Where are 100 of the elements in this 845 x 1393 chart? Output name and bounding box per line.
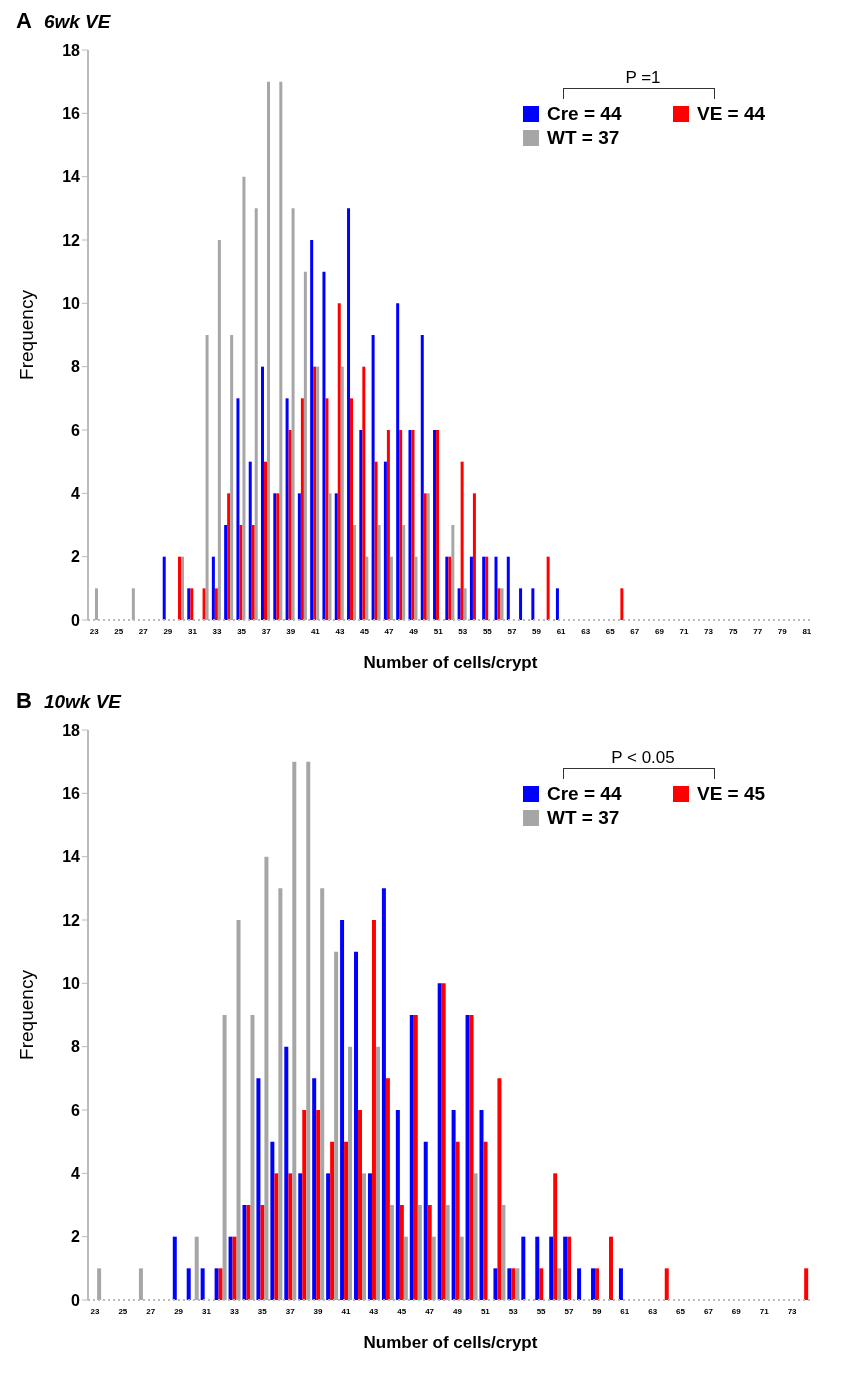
x-tick-label: 67 (703, 1306, 714, 1316)
bar (214, 1268, 219, 1300)
x-tick-label: 67 (630, 626, 640, 636)
bar (409, 1015, 414, 1300)
y-tick-label: 18 (62, 41, 81, 59)
bar (620, 588, 624, 620)
bar (469, 1015, 474, 1300)
bar (251, 525, 255, 620)
y-tick-label: 10 (62, 295, 81, 313)
bar (334, 951, 339, 1300)
bar (334, 493, 338, 620)
bar (344, 1141, 349, 1300)
bar (479, 1110, 484, 1300)
bar (261, 366, 265, 620)
chart-title: B 10wk VE (16, 688, 121, 713)
bar (451, 525, 455, 620)
bar (455, 1141, 460, 1300)
bar (97, 1268, 102, 1300)
bar (348, 1046, 353, 1300)
x-tick-label: 29 (163, 626, 173, 636)
bar (460, 461, 464, 620)
x-tick-label: 59 (532, 626, 542, 636)
bar (186, 1268, 191, 1300)
x-tick-label: 63 (648, 1306, 658, 1316)
y-tick-label: 2 (71, 548, 81, 566)
y-axis-title: Frequency (15, 969, 37, 1060)
x-tick-label: 77 (753, 626, 763, 636)
x-tick-label: 49 (453, 1306, 463, 1316)
bar (451, 1110, 456, 1300)
bar (228, 1236, 233, 1300)
bar (539, 1268, 544, 1300)
x-tick-label: 53 (508, 1306, 519, 1316)
x-tick-label: 23 (89, 626, 100, 636)
y-tick-label: 14 (62, 168, 81, 186)
bar (403, 1236, 408, 1300)
bar (371, 335, 375, 620)
x-tick-label: 51 (433, 626, 444, 636)
bar (386, 430, 390, 620)
bar (172, 1236, 177, 1300)
x-tick-label: 55 (482, 626, 493, 636)
legend-label: WT = 37 (547, 807, 620, 829)
annotation: P < 0.05 (610, 748, 676, 768)
bar (94, 588, 98, 620)
y-axis-title: Frequency (15, 289, 37, 380)
bar (413, 1015, 418, 1300)
x-tick-label: 57 (507, 626, 517, 636)
x-tick-label: 61 (556, 626, 567, 636)
x-tick-label: 51 (480, 1306, 491, 1316)
bar (493, 1268, 498, 1300)
bar (217, 240, 221, 620)
bar (463, 588, 467, 620)
x-axis-title: Number of cells/crypt (363, 653, 538, 672)
bar (214, 588, 218, 620)
bar (359, 430, 363, 620)
bar (469, 556, 473, 620)
x-tick-label: 33 (212, 626, 223, 636)
x-tick-label: 73 (704, 626, 714, 636)
x-tick-label: 57 (564, 1306, 575, 1316)
y-tick-label: 6 (71, 421, 81, 439)
x-tick-label: 55 (536, 1306, 547, 1316)
bar (377, 525, 381, 620)
bar (200, 1268, 205, 1300)
bar (427, 1205, 432, 1300)
bar (365, 556, 369, 620)
y-tick-label: 2 (71, 1228, 81, 1246)
bar (256, 1078, 261, 1300)
bar (242, 1205, 247, 1300)
bar (354, 951, 359, 1300)
bar (396, 303, 400, 620)
bar (535, 1236, 540, 1300)
y-tick-label: 0 (71, 1291, 81, 1309)
bar (389, 1205, 394, 1300)
x-tick-label: 25 (118, 1306, 128, 1316)
x-tick-label: 45 (360, 626, 370, 636)
bar (303, 271, 307, 620)
bar (248, 461, 252, 620)
legend-label: WT = 37 (547, 127, 620, 149)
bar (242, 176, 246, 620)
bar (291, 208, 295, 620)
x-tick-label: 25 (114, 626, 124, 636)
y-tick-label: 8 (71, 1038, 81, 1056)
bar (353, 525, 357, 620)
bar (381, 888, 386, 1300)
x-tick-label: 33 (229, 1306, 240, 1316)
bar (362, 1173, 367, 1300)
x-tick-label: 79 (777, 626, 788, 636)
x-tick-label: 59 (592, 1306, 602, 1316)
bar (483, 1141, 488, 1300)
bar (298, 1173, 303, 1300)
x-tick-label: 53 (458, 626, 468, 636)
x-tick-label: 27 (138, 626, 149, 636)
y-tick-label: 12 (62, 911, 81, 929)
bar (362, 366, 366, 620)
legend-label: VE = 45 (697, 783, 766, 805)
bar (549, 1236, 554, 1300)
bar (374, 461, 378, 620)
bar (347, 208, 351, 620)
bar (224, 525, 228, 620)
bar (441, 983, 446, 1300)
y-tick-label: 6 (71, 1101, 81, 1119)
